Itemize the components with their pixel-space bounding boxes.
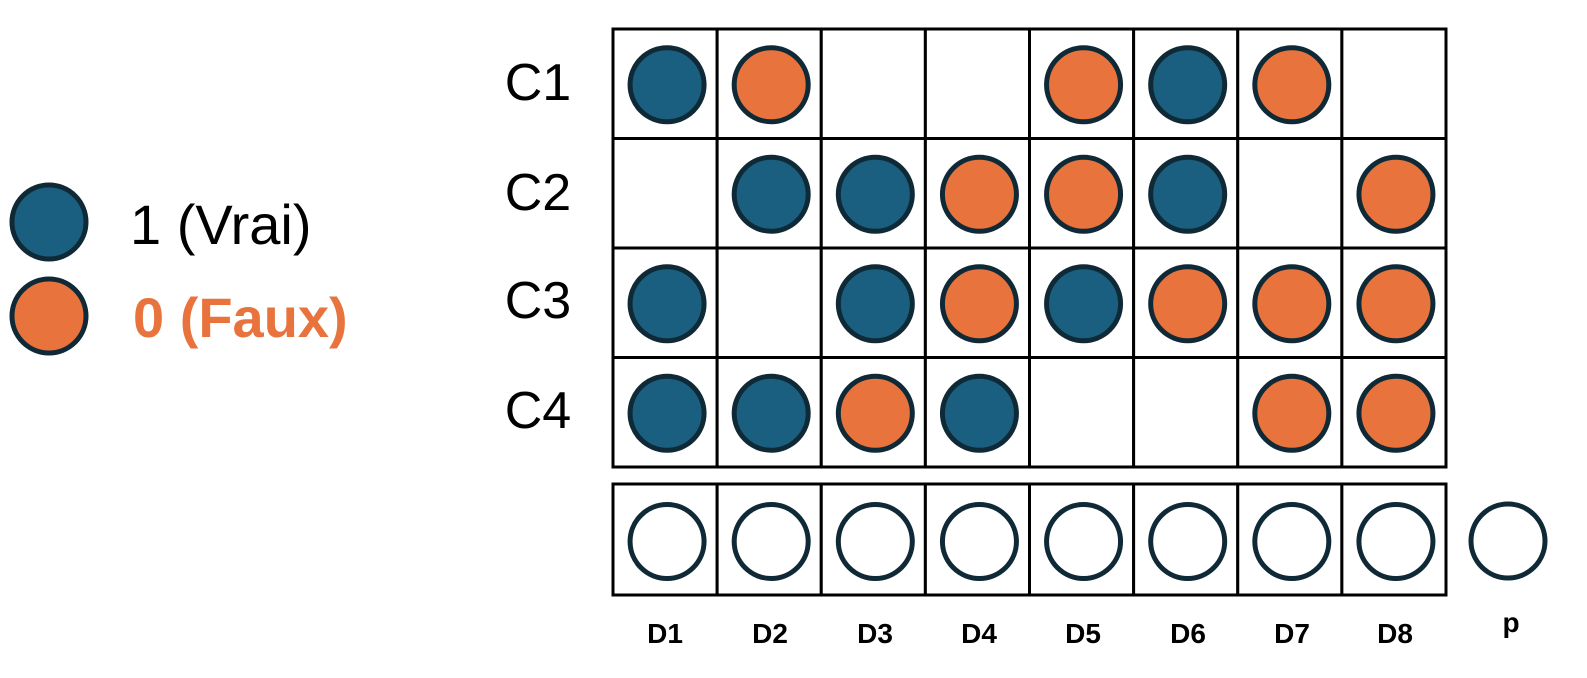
clause-grid [611,27,1448,469]
grid-cell [819,27,927,140]
legend-true-label: 1 (Vrai) [130,193,312,256]
true-token [731,373,811,453]
true-token [627,264,707,344]
false-token [835,373,915,453]
legend-false-label: 0 (Faux) [133,286,348,349]
row-labels: C1 C2 C3 C4 [505,54,571,440]
grid-cell [1028,356,1136,469]
column-label-d5: D5 [1065,618,1101,649]
legend-true-swatch [9,182,89,262]
assignment-empty-circle [1044,502,1124,581]
assignment-empty-circle [835,502,915,581]
true-token [1148,154,1228,234]
assignment-empty-circle [1356,502,1436,581]
column-label-d4: D4 [961,618,997,649]
false-token [1252,373,1332,453]
column-label-d7: D7 [1274,618,1310,649]
grid-cell [1340,27,1448,140]
true-token [731,154,811,234]
legend: 1 (Vrai) 0 (Faux) [9,182,348,356]
row-label-c2: C2 [505,164,571,222]
assignment-row [611,482,1448,597]
true-token [835,154,915,234]
grid-cell [715,246,823,359]
false-token [1044,45,1124,125]
column-label-d1: D1 [647,618,683,649]
false-token [939,154,1019,234]
true-token [627,373,707,453]
row-label-c4: C4 [505,382,571,440]
assignment-empty-circle [1252,502,1332,581]
false-token [731,45,811,125]
grid-cell [1132,356,1240,469]
false-token [1044,154,1124,234]
assignment-empty-circle [731,502,811,581]
false-token [1252,264,1332,344]
legend-false-swatch [9,276,89,356]
column-labels: D1 D2 D3 D4 D5 D6 D7 D8 p [647,607,1519,649]
row-label-c1: C1 [505,54,571,112]
true-token [1044,264,1124,344]
false-token [1356,373,1436,453]
assignment-empty-circle [939,502,1019,581]
false-token [1148,264,1228,344]
true-token [835,264,915,344]
p-empty-circle [1468,501,1548,581]
column-label-p: p [1502,607,1519,638]
grid-cell [1236,137,1344,250]
column-label-d3: D3 [857,618,893,649]
grid-cell [923,27,1031,140]
false-token [1356,154,1436,234]
assignment-empty-circle [627,502,707,581]
false-token [1252,45,1332,125]
true-token [627,45,707,125]
false-token [1356,264,1436,344]
true-token [1148,45,1228,125]
column-label-d6: D6 [1170,618,1206,649]
row-label-c3: C3 [505,272,571,330]
grid-cell [611,137,719,250]
false-token [939,264,1019,344]
column-label-d2: D2 [752,618,788,649]
true-token [939,373,1019,453]
assignment-empty-circle [1148,502,1228,581]
column-label-d8: D8 [1377,618,1413,649]
